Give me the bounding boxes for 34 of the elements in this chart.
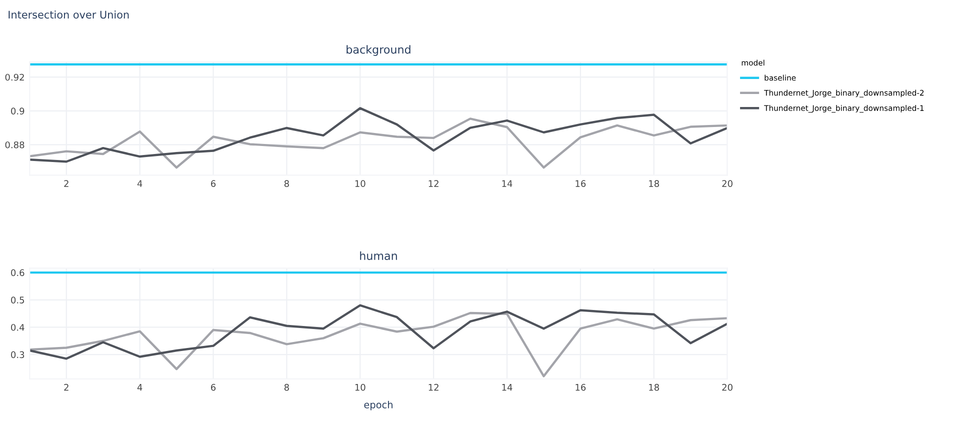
x-axis-title: epoch	[364, 400, 392, 410]
y-tick-label: 0.6	[11, 269, 24, 276]
x-tick-label: 16	[576, 384, 586, 391]
x-tick-label: 20	[722, 384, 732, 391]
x-tick-label: 6	[211, 180, 216, 187]
x-tick-label: 16	[576, 180, 586, 187]
x-tick-label: 18	[649, 384, 660, 391]
x-tick-label: 2	[64, 180, 68, 187]
chart-title: background	[346, 45, 410, 56]
x-tick-label: 12	[428, 180, 438, 187]
line-series	[30, 118, 728, 169]
text: Intersection over Union	[8, 10, 129, 19]
x-tick-label: 12	[428, 384, 438, 391]
y-tick-label: 0.3	[11, 351, 24, 358]
x-tick-label: 6	[211, 384, 216, 391]
y-tick-label: 0.4	[11, 324, 24, 331]
x-tick-label: 8	[284, 180, 289, 187]
chart-title: human	[360, 251, 397, 260]
x-tick-label: 4	[137, 180, 142, 187]
y-tick-label: 0.88	[5, 141, 24, 148]
x-tick-label: 10	[355, 180, 366, 187]
x-tick-label: 14	[502, 384, 512, 391]
x-tick-label: 4	[137, 384, 142, 391]
x-tick-label: 14	[502, 180, 512, 187]
y-tick-label: 0.5	[11, 296, 24, 304]
y-tick-label: 0.92	[5, 74, 24, 81]
x-tick-label: 2	[64, 384, 68, 391]
line-series	[30, 107, 728, 163]
line-series	[30, 304, 728, 360]
x-tick-label: 20	[722, 180, 732, 187]
x-tick-label: 8	[284, 384, 289, 391]
y-tick-label: 0.9	[11, 108, 24, 114]
x-tick-label: 18	[649, 180, 660, 187]
x-tick-label: 10	[355, 384, 366, 391]
